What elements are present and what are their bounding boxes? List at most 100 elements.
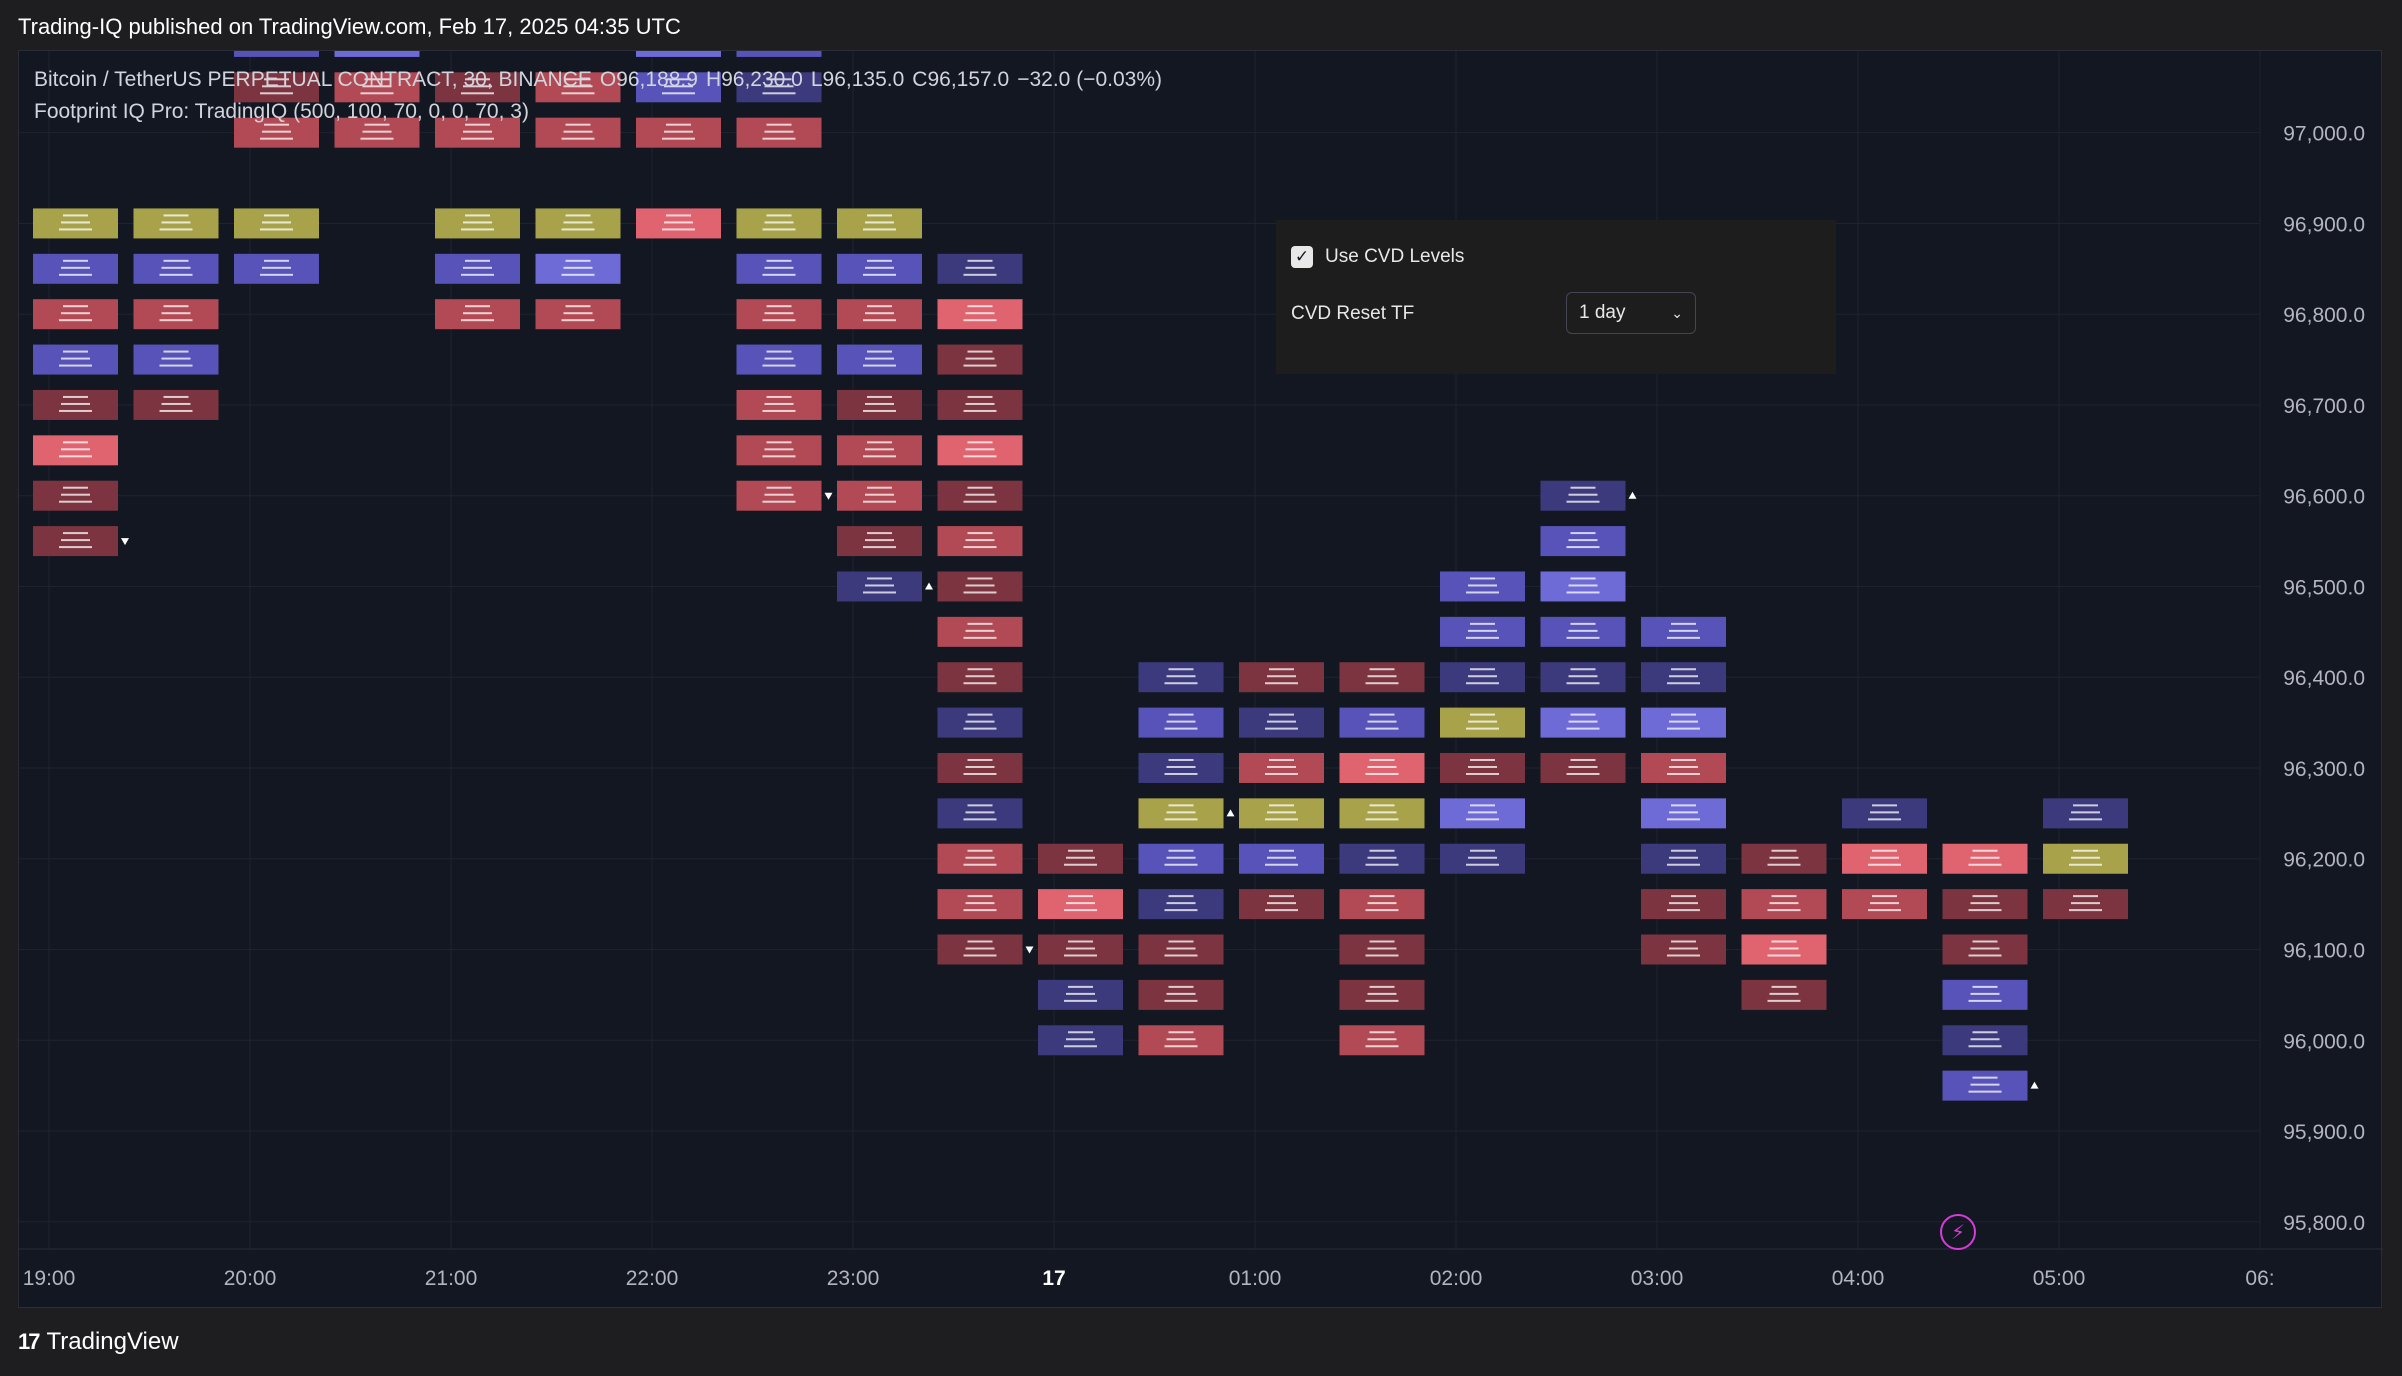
footprint-cell-text [1164, 863, 1198, 866]
footprint-cell-text [965, 448, 995, 451]
footprint-cell-text [1570, 668, 1596, 671]
footprint-cell-text [565, 78, 591, 81]
footprint-cell [636, 208, 721, 239]
footprint-cell-text [1168, 940, 1194, 943]
footprint-cell-text [1365, 909, 1399, 912]
footprint-cell-text [863, 455, 896, 458]
footprint-cell-text [1066, 902, 1095, 905]
footprint-cell [837, 253, 922, 284]
y-tick-label: 96,000.0 [2283, 1030, 2365, 1053]
footprint-cell-text [63, 259, 88, 262]
footprint-cell [837, 435, 922, 466]
footprint-cell-text [1369, 758, 1395, 761]
footprint-cell [736, 253, 822, 284]
footprint-cell-text [764, 221, 794, 224]
footprint-cell-text [1166, 720, 1196, 723]
footprint-cell-text [867, 259, 892, 262]
footprint-cell-text [764, 357, 794, 360]
footprint-cell-text [865, 539, 894, 542]
footprint-cell-text [1669, 629, 1698, 632]
footprint-cell-text [1267, 765, 1296, 768]
footprint-cell-text [561, 273, 595, 276]
footprint-cell-text [59, 455, 92, 458]
footprint-cell [736, 299, 822, 330]
footprint-cell [1138, 979, 1224, 1010]
footprint-cell-text [1269, 668, 1294, 671]
use-cvd-checkbox[interactable]: ✓ [1291, 246, 1313, 268]
footprint-cell-text [360, 137, 394, 140]
x-tick-label: 20:00 [224, 1267, 277, 1290]
footprint-cell [937, 344, 1023, 375]
footprint-cell-text [260, 273, 293, 276]
footprint-cell-text [260, 92, 293, 95]
footprint-cell-text [766, 214, 792, 217]
footprint-cell-text [264, 259, 289, 262]
footprint-cell-text [965, 266, 995, 269]
footprint-cell-text [867, 441, 892, 444]
footprint-cell [937, 707, 1023, 738]
footprint-cell [234, 72, 319, 103]
footprint-cell-text [461, 228, 494, 231]
x-tick-label: 23:00 [827, 1267, 880, 1290]
published-text: Trading-IQ published on TradingView.com,… [18, 14, 681, 39]
footprint-cell [636, 117, 721, 148]
footprint-cell-text [1369, 895, 1395, 898]
y-tick-label: 96,800.0 [2283, 304, 2365, 327]
footprint-cell [837, 299, 922, 330]
footprint-cell [1942, 843, 2028, 874]
tradingview-logo[interactable]: 17 TradingView [18, 1328, 179, 1356]
footprint-cell-text [161, 312, 191, 315]
footprint-cell-text [766, 395, 792, 398]
footprint-cell [1138, 662, 1224, 693]
footprint-cell-text [360, 92, 394, 95]
footprint-cell-text [1972, 1076, 1998, 1079]
footprint-cell-text [1767, 909, 1801, 912]
footprint-cell-text [865, 221, 894, 224]
footprint-cell-text [159, 319, 193, 322]
footprint-cell-text [963, 909, 997, 912]
footprint-cell-text [1568, 539, 1598, 542]
footprint-cell [1339, 843, 1425, 874]
cvd-reset-select[interactable]: 1 day ⌄ [1566, 292, 1696, 334]
lightning-icon[interactable]: ⚡ [1940, 1214, 1976, 1250]
footprint-cell-text [1566, 682, 1600, 685]
footprint-cell-text [1671, 940, 1696, 943]
footprint-cell-text [264, 78, 289, 81]
footprint-cell-text [1671, 622, 1696, 625]
footprint-cell [1942, 1070, 2028, 1101]
footprint-cell [937, 662, 1023, 693]
footprint-cell-text [967, 259, 993, 262]
footprint-cell-text [967, 622, 993, 625]
footprint-cell-text [1468, 629, 1497, 632]
footprint-cell-text [1064, 863, 1097, 866]
footprint-cell-text [963, 273, 997, 276]
footprint-cell-text [865, 493, 894, 496]
footprint-cell-text [1068, 849, 1093, 852]
footprint-cell-text [1269, 758, 1294, 761]
chart-area[interactable]: 97,000.0 96,900.0 96,800.0 96,700.0 96,600.0… [18, 50, 2383, 1309]
footprint-cell [133, 208, 219, 239]
footprint-cell [1339, 662, 1425, 693]
footprint-cell [1239, 889, 1324, 920]
footprint-cell-text [1269, 804, 1294, 807]
footprint-chart[interactable]: 97,000.0 96,900.0 96,800.0 96,700.0 96,600.0… [19, 51, 2383, 1309]
footprint-cell-text [1468, 856, 1497, 859]
footprint-cell [1440, 571, 1525, 602]
x-tick-label: 02:00 [1430, 1267, 1483, 1290]
footprint-cell-text [61, 357, 90, 360]
footprint-cell-text [764, 312, 794, 315]
footprint-cell-text [965, 720, 995, 723]
footprint-cell-text [61, 402, 90, 405]
footprint-cell-text [1466, 727, 1499, 730]
footprint-cell [1440, 752, 1525, 783]
footprint-cell-text [1168, 804, 1194, 807]
footprint-cell-text [1267, 675, 1296, 678]
footprint-cell-text [863, 364, 896, 367]
footprint-cell-text [1166, 902, 1196, 905]
footprint-cell-text [762, 92, 796, 95]
footprint-cell-text [766, 441, 792, 444]
footprint-cell-text [963, 591, 997, 594]
footprint-cell [1540, 571, 1626, 602]
footprint-cell-text [465, 123, 490, 126]
use-cvd-levels-toggle[interactable]: ✓ Use CVD Levels [1291, 246, 1464, 268]
